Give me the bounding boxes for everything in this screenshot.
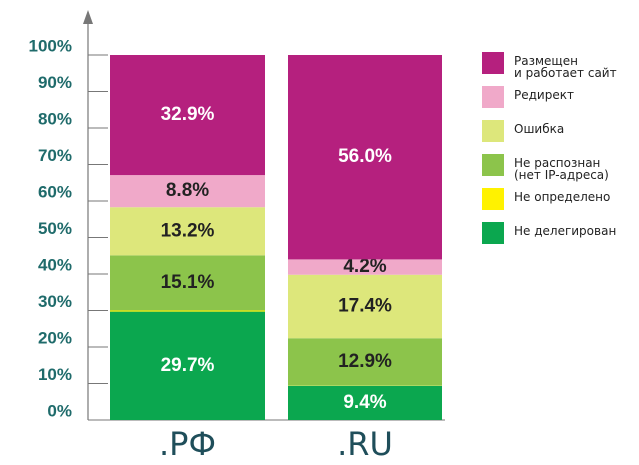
bar-segment [288,274,442,339]
legend-item: Редирект [482,86,639,120]
y-tick-label: 80% [38,109,72,128]
bar-segment [288,55,442,260]
y-tick-label: 0% [47,401,72,420]
y-tick-label: 50% [38,219,72,238]
legend: Размещен и работает сайт Редирект Ошибка Не… [482,52,639,256]
data-label: 29.7% [161,355,215,376]
bar-segment [288,259,442,275]
x-tick-label: .РФ [159,425,216,463]
y-tick-label: 90% [38,73,72,92]
legend-item: Не определено [482,188,639,222]
legend-label: Не делегирован [514,224,617,238]
bar-segment [110,311,265,420]
bar-segment [288,385,442,420]
bar-segment [110,175,265,208]
data-label: 17.4% [338,296,392,317]
x-tick-label: .RU [337,425,393,463]
legend-swatch [482,52,504,74]
data-label: 15.1% [161,272,215,293]
data-label: 32.9% [161,104,215,125]
legend-swatch [482,120,504,142]
legend-swatch [482,154,504,176]
bar-segment [110,310,265,312]
legend-label: Редирект [514,88,574,102]
data-label: 8.8% [166,180,209,201]
data-label: 13.2% [161,220,215,241]
legend-label: Ошибка [514,122,565,136]
bar-segment [110,55,265,176]
legend-item: Не распознан (нет IP-адреса) [482,154,639,188]
legend-item: Не делегирован [482,222,639,256]
data-label: 4.2% [343,256,386,277]
legend-label: Размещен и работает сайт [514,54,617,80]
legend-label: Не распознан (нет IP-адреса) [514,156,609,182]
data-label: 56.0% [338,146,392,167]
legend-item: Ошибка [482,120,639,154]
y-tick-label: 30% [38,292,72,311]
legend-item: Размещен и работает сайт [482,52,639,86]
legend-label: Не определено [514,190,611,204]
y-tick-label: 10% [38,365,72,384]
y-tick-label: 60% [38,182,72,201]
legend-swatch [482,188,504,210]
data-label: 12.9% [338,351,392,372]
y-tick-label: 70% [38,146,72,165]
y-tick-label: 40% [38,255,72,274]
legend-swatch [482,222,504,244]
data-label: 9.4% [343,392,386,413]
bar-segment [288,338,442,386]
bar-segment [110,207,265,256]
axis-arrow [83,10,93,24]
y-tick-label: 20% [38,328,72,347]
bar-segment [110,255,265,311]
legend-swatch [482,86,504,108]
y-tick-label: 100% [29,36,72,55]
